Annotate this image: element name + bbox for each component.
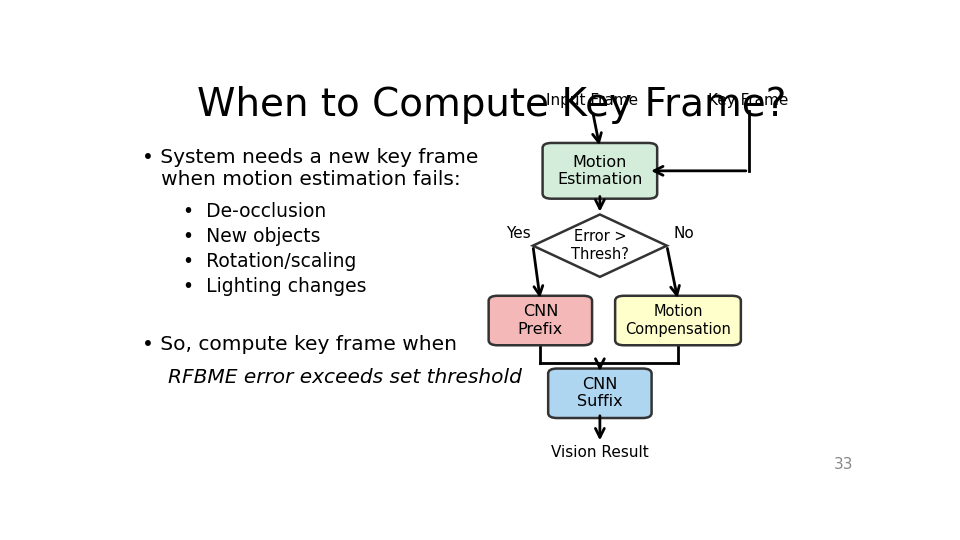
Text: Vision Result: Vision Result xyxy=(551,446,649,460)
Text: Error >
Thresh?: Error > Thresh? xyxy=(571,230,629,262)
Text: Motion
Compensation: Motion Compensation xyxy=(625,305,731,337)
Text: Motion
Estimation: Motion Estimation xyxy=(557,154,642,187)
Text: Yes: Yes xyxy=(506,226,531,241)
Text: When to Compute Key Frame?: When to Compute Key Frame? xyxy=(198,85,786,124)
Text: Input Frame: Input Frame xyxy=(546,93,638,109)
Text: • System needs a new key frame
   when motion estimation fails:: • System needs a new key frame when moti… xyxy=(142,148,479,189)
Text: •  Rotation/scaling: • Rotation/scaling xyxy=(183,252,356,271)
Text: •  New objects: • New objects xyxy=(183,227,321,246)
Polygon shape xyxy=(533,214,667,277)
Text: •  Lighting changes: • Lighting changes xyxy=(183,277,367,296)
Text: CNN
Prefix: CNN Prefix xyxy=(517,305,563,337)
Text: 33: 33 xyxy=(833,457,852,472)
Text: No: No xyxy=(674,226,694,241)
Text: Key Frame: Key Frame xyxy=(708,93,789,109)
Text: • So, compute key frame when: • So, compute key frame when xyxy=(142,335,457,354)
Text: RFBME error exceeds set threshold: RFBME error exceeds set threshold xyxy=(168,368,522,387)
Text: •  De-occlusion: • De-occlusion xyxy=(183,202,326,221)
Text: CNN
Suffix: CNN Suffix xyxy=(577,377,623,409)
FancyBboxPatch shape xyxy=(489,296,592,345)
FancyBboxPatch shape xyxy=(548,368,652,418)
FancyBboxPatch shape xyxy=(542,143,658,199)
FancyBboxPatch shape xyxy=(615,296,741,345)
